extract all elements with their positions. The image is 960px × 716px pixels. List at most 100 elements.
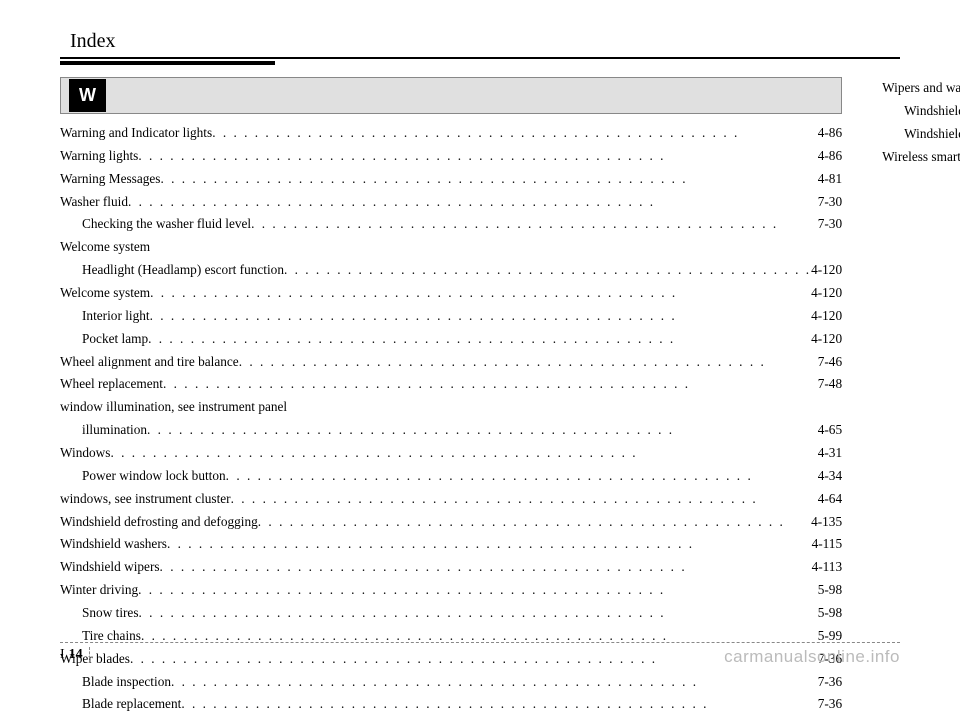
entry-dots: . . . . . . . . . . . . . . . . . . . . … [171, 671, 818, 694]
entry-page: 4-113 [812, 556, 843, 579]
entry-text: Blade inspection [82, 671, 171, 694]
entry-page: 7-36 [818, 693, 842, 716]
index-entry: illumination . . . . . . . . . . . . . .… [60, 419, 842, 442]
footer-page-block: I 14 [60, 647, 90, 663]
entry-dots: . . . . . . . . . . . . . . . . . . . . … [258, 511, 811, 534]
entry-text: Wheel replacement [60, 373, 163, 396]
index-entry: Headlight (Headlamp) escort function . .… [60, 259, 842, 282]
index-entry: Warning and Indicator lights . . . . . .… [60, 122, 842, 145]
entry-text: Windshield washers [904, 123, 960, 146]
entry-dots: . . . . . . . . . . . . . . . . . . . . … [147, 419, 818, 442]
entry-text: windows, see instrument cluster [60, 488, 231, 511]
entry-text: Winter driving [60, 579, 138, 602]
index-entry: Blade inspection . . . . . . . . . . . .… [60, 671, 842, 694]
entry-text: Power window lock button [82, 465, 226, 488]
entry-page: 4-120 [811, 282, 842, 305]
entry-text: Headlight (Headlamp) escort function [82, 259, 284, 282]
index-entry: Blade replacement . . . . . . . . . . . … [60, 693, 842, 716]
entry-text: Windshield wipers [904, 100, 960, 123]
index-entry: Interior light . . . . . . . . . . . . .… [60, 305, 842, 328]
entry-page: 4-86 [818, 122, 842, 145]
entry-text: Warning lights [60, 145, 138, 168]
index-entry: Wheel replacement . . . . . . . . . . . … [60, 373, 842, 396]
watermark-text: carmanualsonline.info [724, 647, 900, 667]
entry-page: 5-98 [818, 602, 842, 625]
entry-dots: . . . . . . . . . . . . . . . . . . . . … [150, 305, 812, 328]
entry-dots: . . . . . . . . . . . . . . . . . . . . … [138, 145, 817, 168]
entry-text: illumination [82, 419, 147, 442]
entry-text: Blade replacement [82, 693, 181, 716]
entry-text: window illumination, see instrument pane… [60, 396, 287, 419]
entry-page: 7-48 [818, 373, 842, 396]
entry-page: 5-98 [818, 579, 842, 602]
entry-page: 4-86 [818, 145, 842, 168]
entry-page: 4-120 [811, 305, 842, 328]
index-entry: Windshield wipers . . . . . . . . . . . … [60, 556, 842, 579]
entry-text: Warning Messages [60, 168, 160, 191]
index-entry: Checking the washer fluid level . . . . … [60, 213, 842, 236]
index-entry: Washer fluid . . . . . . . . . . . . . .… [60, 191, 842, 214]
entry-dots: . . . . . . . . . . . . . . . . . . . . … [231, 488, 818, 511]
entry-text: Welcome system [60, 282, 150, 305]
entry-page: 4-65 [818, 419, 842, 442]
index-entry: Windshield defrosting and defogging . . … [60, 511, 842, 534]
entry-dots: . . . . . . . . . . . . . . . . . . . . … [212, 122, 818, 145]
entry-page: 4-81 [818, 168, 842, 191]
entry-page: 7-30 [818, 213, 842, 236]
index-entry: Wireless smart phone charging system . .… [882, 146, 960, 169]
entry-dots: . . . . . . . . . . . . . . . . . . . . … [139, 602, 818, 625]
entry-page: 7-30 [818, 191, 842, 214]
index-entry: Windows . . . . . . . . . . . . . . . . … [60, 442, 842, 465]
entry-dots: . . . . . . . . . . . . . . . . . . . . … [284, 259, 811, 282]
entry-dots: . . . . . . . . . . . . . . . . . . . . … [148, 328, 811, 351]
index-entry: Windshield wipers . . . . . . . . . . . … [882, 100, 960, 123]
footer-page-number: 14 [69, 647, 83, 662]
entry-page: 4-34 [818, 465, 842, 488]
entry-page: 7-36 [818, 671, 842, 694]
entry-dots: . . . . . . . . . . . . . . . . . . . . … [160, 168, 817, 191]
entry-page: 4-120 [811, 259, 842, 282]
entry-page: 4-115 [812, 533, 843, 556]
entry-text: Windshield wipers [60, 556, 160, 579]
entry-text: Windshield washers [60, 533, 167, 556]
index-entry: Pocket lamp . . . . . . . . . . . . . . … [60, 328, 842, 351]
entry-dots: . . . . . . . . . . . . . . . . . . . . … [160, 556, 812, 579]
entry-text: Interior light [82, 305, 150, 328]
entry-page: 4-64 [818, 488, 842, 511]
index-entry: Warning Messages . . . . . . . . . . . .… [60, 168, 842, 191]
entry-page: 4-120 [811, 328, 842, 351]
entry-page: 7-46 [818, 351, 842, 374]
index-entry: Welcome system . . . . . . . . . . . . .… [60, 282, 842, 305]
entry-dots: . . . . . . . . . . . . . . . . . . . . … [138, 579, 818, 602]
entry-text: Pocket lamp [82, 328, 148, 351]
col1-entries: Warning and Indicator lights . . . . . .… [60, 122, 842, 716]
entry-text: Washer fluid [60, 191, 128, 214]
index-entry: Power window lock button . . . . . . . .… [60, 465, 842, 488]
entry-text: Wireless smart phone charging system [882, 146, 960, 169]
entry-dots: . . . . . . . . . . . . . . . . . . . . … [226, 465, 818, 488]
entry-dots: . . . . . . . . . . . . . . . . . . . . … [181, 693, 817, 716]
entry-dots: . . . . . . . . . . . . . . . . . . . . … [167, 533, 812, 556]
entry-text: Snow tires [82, 602, 139, 625]
index-entry: Windshield washers . . . . . . . . . . .… [60, 533, 842, 556]
entry-text: Checking the washer fluid level [82, 213, 251, 236]
entry-text: Warning and Indicator lights [60, 122, 212, 145]
index-entry: windows, see instrument cluster . . . . … [60, 488, 842, 511]
entry-text: Wheel alignment and tire balance [60, 351, 239, 374]
entry-dots: . . . . . . . . . . . . . . . . . . . . … [128, 191, 818, 214]
entry-page: 4-31 [818, 442, 842, 465]
entry-dots: . . . . . . . . . . . . . . . . . . . . … [150, 282, 811, 305]
footer-section: I [60, 647, 65, 662]
index-entry: window illumination, see instrument pane… [60, 396, 842, 419]
page-header: Index [60, 30, 900, 65]
header-underline [60, 61, 275, 65]
index-entry: Warning lights . . . . . . . . . . . . .… [60, 145, 842, 168]
section-letter-box: W [60, 77, 842, 114]
entry-dots: . . . . . . . . . . . . . . . . . . . . … [110, 442, 817, 465]
entry-text: Wipers and washers [882, 77, 960, 100]
entry-text: Welcome system [60, 236, 150, 259]
entry-dots: . . . . . . . . . . . . . . . . . . . . … [163, 373, 818, 396]
index-entry: Wheel alignment and tire balance . . . .… [60, 351, 842, 374]
right-column: Wipers and washers . . . . . . . . . . .… [882, 77, 960, 716]
entry-dots: . . . . . . . . . . . . . . . . . . . . … [239, 351, 818, 374]
